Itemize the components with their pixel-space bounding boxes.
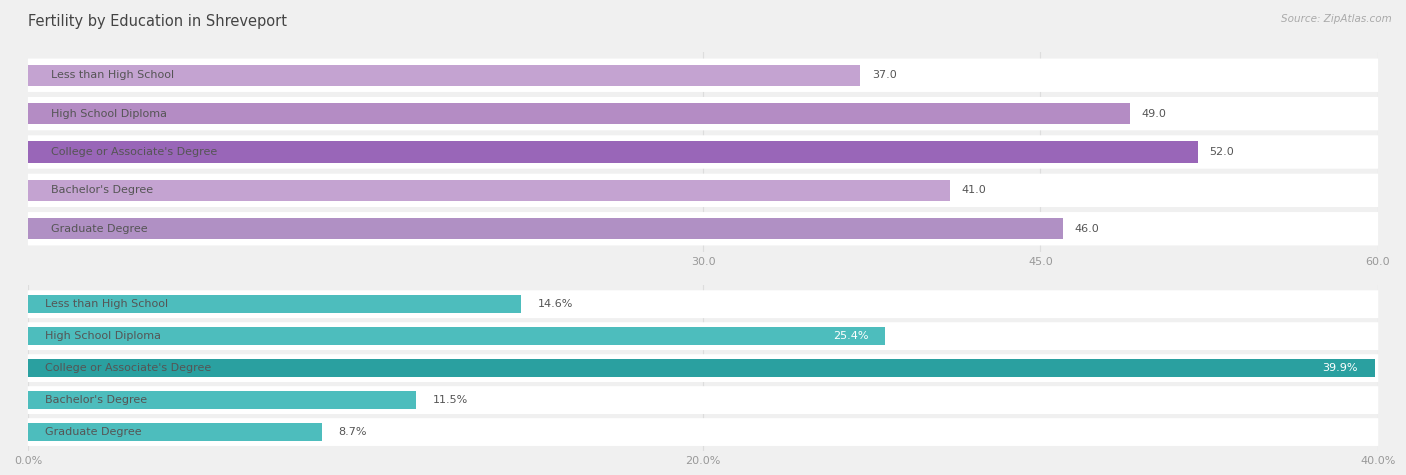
Text: 37.0: 37.0 bbox=[872, 70, 897, 80]
Text: Source: ZipAtlas.com: Source: ZipAtlas.com bbox=[1281, 14, 1392, 24]
FancyBboxPatch shape bbox=[28, 212, 1378, 246]
Text: Less than High School: Less than High School bbox=[51, 70, 174, 80]
Bar bbox=[28, 423, 322, 441]
Text: 14.6%: 14.6% bbox=[537, 299, 574, 309]
Bar bbox=[28, 295, 520, 313]
FancyBboxPatch shape bbox=[28, 418, 1378, 446]
Bar bbox=[28, 180, 950, 201]
Text: 49.0: 49.0 bbox=[1142, 109, 1167, 119]
Text: Fertility by Education in Shreveport: Fertility by Education in Shreveport bbox=[28, 14, 287, 29]
Text: 46.0: 46.0 bbox=[1074, 224, 1099, 234]
Text: Less than High School: Less than High School bbox=[45, 299, 169, 309]
Text: Bachelor's Degree: Bachelor's Degree bbox=[45, 395, 148, 405]
FancyBboxPatch shape bbox=[28, 354, 1378, 382]
Bar bbox=[28, 65, 860, 86]
Bar bbox=[28, 103, 1130, 124]
Text: Bachelor's Degree: Bachelor's Degree bbox=[51, 185, 153, 195]
FancyBboxPatch shape bbox=[28, 135, 1378, 169]
Text: High School Diploma: High School Diploma bbox=[45, 331, 162, 341]
FancyBboxPatch shape bbox=[28, 290, 1378, 318]
Bar bbox=[28, 218, 1063, 239]
Bar bbox=[28, 327, 886, 345]
Text: High School Diploma: High School Diploma bbox=[51, 109, 167, 119]
Text: 11.5%: 11.5% bbox=[433, 395, 468, 405]
FancyBboxPatch shape bbox=[28, 58, 1378, 92]
Bar bbox=[28, 359, 1375, 377]
Text: 8.7%: 8.7% bbox=[339, 427, 367, 437]
FancyBboxPatch shape bbox=[28, 386, 1378, 414]
Bar bbox=[28, 142, 1198, 162]
FancyBboxPatch shape bbox=[28, 97, 1378, 130]
Text: Graduate Degree: Graduate Degree bbox=[51, 224, 148, 234]
FancyBboxPatch shape bbox=[28, 322, 1378, 350]
Text: 25.4%: 25.4% bbox=[832, 331, 869, 341]
Text: College or Associate's Degree: College or Associate's Degree bbox=[45, 363, 211, 373]
Text: Graduate Degree: Graduate Degree bbox=[45, 427, 142, 437]
Text: 39.9%: 39.9% bbox=[1322, 363, 1358, 373]
Bar bbox=[28, 391, 416, 409]
Text: 41.0: 41.0 bbox=[962, 185, 987, 195]
Text: College or Associate's Degree: College or Associate's Degree bbox=[51, 147, 217, 157]
FancyBboxPatch shape bbox=[28, 174, 1378, 207]
Text: 52.0: 52.0 bbox=[1209, 147, 1234, 157]
